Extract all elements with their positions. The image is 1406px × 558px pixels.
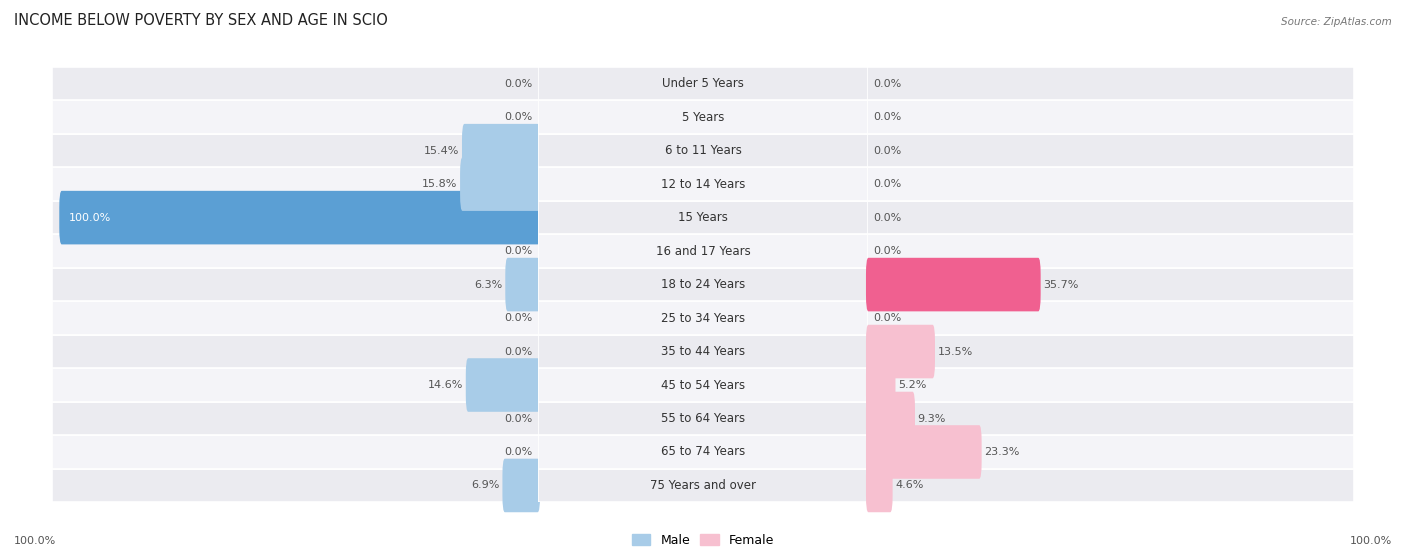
- FancyBboxPatch shape: [859, 67, 1354, 100]
- Text: 0.0%: 0.0%: [873, 79, 901, 89]
- FancyBboxPatch shape: [537, 435, 869, 469]
- FancyBboxPatch shape: [866, 258, 1040, 311]
- FancyBboxPatch shape: [52, 469, 1024, 502]
- Text: 6 to 11 Years: 6 to 11 Years: [665, 144, 741, 157]
- Text: 55 to 64 Years: 55 to 64 Years: [661, 412, 745, 425]
- FancyBboxPatch shape: [866, 325, 935, 378]
- FancyBboxPatch shape: [52, 368, 1024, 402]
- Text: 13.5%: 13.5%: [938, 347, 973, 357]
- Text: 0.0%: 0.0%: [873, 179, 901, 189]
- FancyBboxPatch shape: [52, 335, 1024, 368]
- Text: 14.6%: 14.6%: [427, 380, 464, 390]
- Text: 65 to 74 Years: 65 to 74 Years: [661, 445, 745, 459]
- FancyBboxPatch shape: [537, 402, 869, 435]
- Text: 0.0%: 0.0%: [505, 447, 533, 457]
- Text: 100.0%: 100.0%: [69, 213, 111, 223]
- Text: 35.7%: 35.7%: [1043, 280, 1078, 290]
- FancyBboxPatch shape: [537, 100, 869, 134]
- FancyBboxPatch shape: [537, 167, 869, 201]
- FancyBboxPatch shape: [537, 335, 869, 368]
- Text: 16 and 17 Years: 16 and 17 Years: [655, 244, 751, 258]
- FancyBboxPatch shape: [859, 201, 1354, 234]
- FancyBboxPatch shape: [859, 167, 1354, 201]
- FancyBboxPatch shape: [52, 67, 1024, 100]
- Text: 0.0%: 0.0%: [873, 213, 901, 223]
- FancyBboxPatch shape: [859, 268, 1354, 301]
- Text: 6.3%: 6.3%: [475, 280, 503, 290]
- FancyBboxPatch shape: [859, 368, 1354, 402]
- Text: Under 5 Years: Under 5 Years: [662, 77, 744, 90]
- Text: 5 Years: 5 Years: [682, 110, 724, 124]
- Text: 0.0%: 0.0%: [505, 79, 533, 89]
- Text: 12 to 14 Years: 12 to 14 Years: [661, 177, 745, 191]
- Legend: Male, Female: Male, Female: [627, 529, 779, 552]
- FancyBboxPatch shape: [537, 268, 869, 301]
- FancyBboxPatch shape: [859, 134, 1354, 167]
- Text: 100.0%: 100.0%: [14, 536, 56, 546]
- FancyBboxPatch shape: [52, 435, 1024, 469]
- FancyBboxPatch shape: [537, 301, 869, 335]
- FancyBboxPatch shape: [537, 469, 869, 502]
- FancyBboxPatch shape: [537, 134, 869, 167]
- Text: 0.0%: 0.0%: [873, 112, 901, 122]
- Text: 23.3%: 23.3%: [984, 447, 1019, 457]
- FancyBboxPatch shape: [505, 258, 540, 311]
- FancyBboxPatch shape: [537, 234, 869, 268]
- FancyBboxPatch shape: [859, 435, 1354, 469]
- Text: 0.0%: 0.0%: [505, 347, 533, 357]
- Text: 6.9%: 6.9%: [471, 480, 501, 490]
- FancyBboxPatch shape: [859, 335, 1354, 368]
- FancyBboxPatch shape: [537, 201, 869, 234]
- FancyBboxPatch shape: [859, 234, 1354, 268]
- FancyBboxPatch shape: [866, 358, 896, 412]
- Text: 5.2%: 5.2%: [898, 380, 927, 390]
- Text: 0.0%: 0.0%: [873, 146, 901, 156]
- Text: 75 Years and over: 75 Years and over: [650, 479, 756, 492]
- Text: INCOME BELOW POVERTY BY SEX AND AGE IN SCIO: INCOME BELOW POVERTY BY SEX AND AGE IN S…: [14, 13, 388, 28]
- Text: 18 to 24 Years: 18 to 24 Years: [661, 278, 745, 291]
- Text: 0.0%: 0.0%: [505, 246, 533, 256]
- FancyBboxPatch shape: [859, 301, 1354, 335]
- Text: 0.0%: 0.0%: [873, 313, 901, 323]
- Text: 35 to 44 Years: 35 to 44 Years: [661, 345, 745, 358]
- FancyBboxPatch shape: [52, 301, 1024, 335]
- FancyBboxPatch shape: [52, 201, 1024, 234]
- FancyBboxPatch shape: [52, 134, 1024, 167]
- FancyBboxPatch shape: [859, 402, 1354, 435]
- Text: 25 to 34 Years: 25 to 34 Years: [661, 311, 745, 325]
- Text: 15 Years: 15 Years: [678, 211, 728, 224]
- FancyBboxPatch shape: [866, 425, 981, 479]
- Text: Source: ZipAtlas.com: Source: ZipAtlas.com: [1281, 17, 1392, 27]
- Text: 0.0%: 0.0%: [505, 313, 533, 323]
- FancyBboxPatch shape: [859, 469, 1354, 502]
- FancyBboxPatch shape: [537, 368, 869, 402]
- Text: 0.0%: 0.0%: [873, 246, 901, 256]
- Text: 0.0%: 0.0%: [505, 112, 533, 122]
- FancyBboxPatch shape: [52, 402, 1024, 435]
- FancyBboxPatch shape: [866, 459, 893, 512]
- FancyBboxPatch shape: [502, 459, 540, 512]
- FancyBboxPatch shape: [52, 268, 1024, 301]
- Text: 100.0%: 100.0%: [1350, 536, 1392, 546]
- Text: 45 to 54 Years: 45 to 54 Years: [661, 378, 745, 392]
- FancyBboxPatch shape: [866, 392, 915, 445]
- FancyBboxPatch shape: [52, 167, 1024, 201]
- FancyBboxPatch shape: [59, 191, 540, 244]
- Text: 9.3%: 9.3%: [917, 413, 946, 424]
- FancyBboxPatch shape: [465, 358, 540, 412]
- Text: 15.4%: 15.4%: [425, 146, 460, 156]
- Text: 0.0%: 0.0%: [505, 413, 533, 424]
- Text: 15.8%: 15.8%: [422, 179, 458, 189]
- FancyBboxPatch shape: [537, 67, 869, 100]
- FancyBboxPatch shape: [460, 157, 540, 211]
- Text: 4.6%: 4.6%: [896, 480, 924, 490]
- FancyBboxPatch shape: [52, 100, 1024, 134]
- FancyBboxPatch shape: [52, 234, 1024, 268]
- FancyBboxPatch shape: [463, 124, 540, 177]
- FancyBboxPatch shape: [859, 100, 1354, 134]
